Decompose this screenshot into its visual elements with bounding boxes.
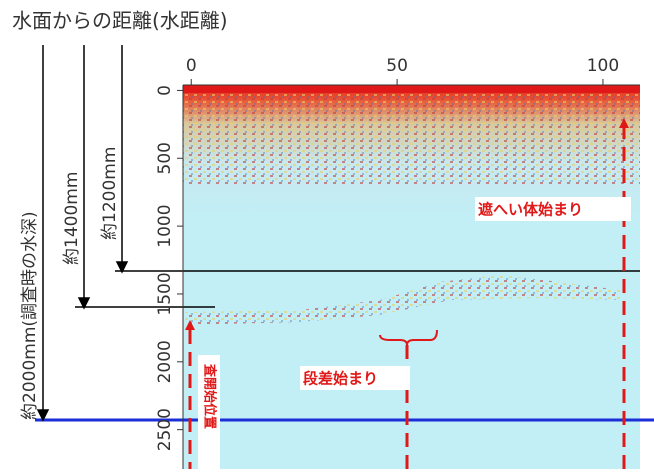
annotation: 約1400mm: [62, 172, 82, 265]
y-tick-label: 500: [155, 142, 175, 174]
y-tick-label: 2500: [155, 408, 175, 451]
y-tick-label: 1000: [155, 204, 175, 247]
page: {"chart_data": {"type": "heatmap", "titl…: [0, 0, 654, 469]
annotation: 約2000mm(調査時の水深): [20, 211, 40, 420]
x-tick-label: 0: [186, 56, 197, 76]
x-tick-label: 50: [386, 56, 408, 76]
title: 水面からの距離(水距離): [12, 9, 228, 33]
y-tick-label: 2000: [155, 340, 175, 383]
chart: 水面からの距離(水距離) 遮へい体始まり 段差始まり 査開始位置 約2000mm…: [0, 0, 654, 469]
surface-line: [183, 85, 640, 93]
annotation: 段差始まり: [303, 370, 378, 388]
annotation: 約1200mm: [100, 147, 120, 240]
plot-area: [183, 85, 640, 469]
annotation: 遮へい体始まり: [478, 201, 583, 219]
y-tick-label: 0: [155, 85, 175, 96]
annotation: 査開始位置: [202, 363, 218, 429]
y-tick-label: 1500: [155, 272, 175, 315]
surface-noise: [183, 85, 640, 185]
x-tick-label: 100: [587, 56, 619, 76]
